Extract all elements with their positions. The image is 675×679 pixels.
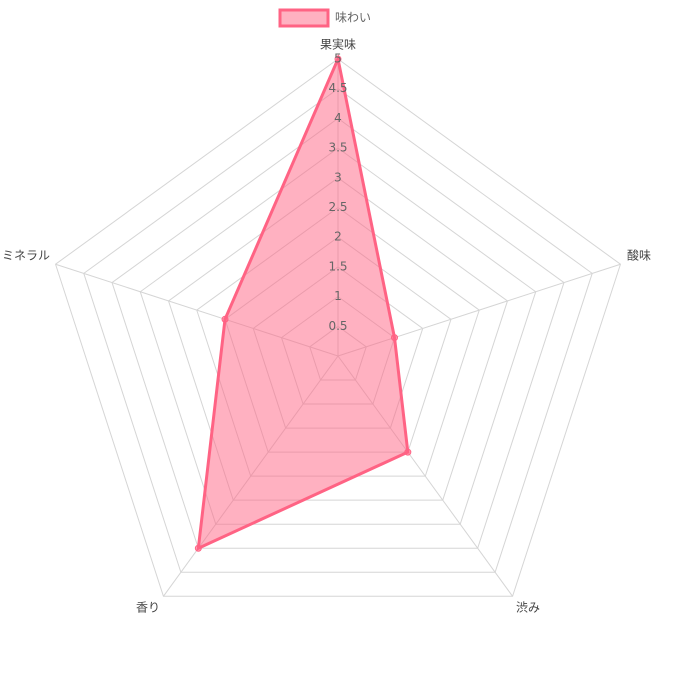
r-tick-label: 3 xyxy=(334,170,342,184)
radar-point xyxy=(221,315,229,323)
grid-ring xyxy=(167,177,509,501)
category-label: 酸味 xyxy=(627,248,651,263)
grid-ring xyxy=(83,88,593,573)
r-tick-label: 2 xyxy=(334,230,342,244)
category-label: ミネラル xyxy=(2,249,50,263)
grid-ring xyxy=(111,117,565,549)
radar-point xyxy=(334,55,342,63)
radar-point xyxy=(194,544,202,552)
grid-ring xyxy=(139,147,537,525)
r-tick-label: 1 xyxy=(334,289,342,303)
category-label: 香り xyxy=(136,601,160,615)
r-tick-label: 4.5 xyxy=(328,81,347,95)
radar-point xyxy=(390,334,398,342)
category-label: 渋み xyxy=(516,601,540,615)
legend-label: 味わい xyxy=(335,11,371,25)
radar-area xyxy=(196,54,410,551)
r-tick-label: 0.5 xyxy=(328,319,347,333)
r-tick-label: 3.5 xyxy=(328,141,347,155)
category-label: 果実味 xyxy=(320,37,356,52)
r-tick-label: 2.5 xyxy=(328,200,347,214)
r-tick-label: 5 xyxy=(334,52,342,66)
grid-ring xyxy=(54,58,622,597)
r-tick-label: 4 xyxy=(334,111,342,125)
r-tick-label: 1.5 xyxy=(328,259,347,273)
legend-swatch xyxy=(278,8,330,28)
radar-point xyxy=(404,448,412,456)
